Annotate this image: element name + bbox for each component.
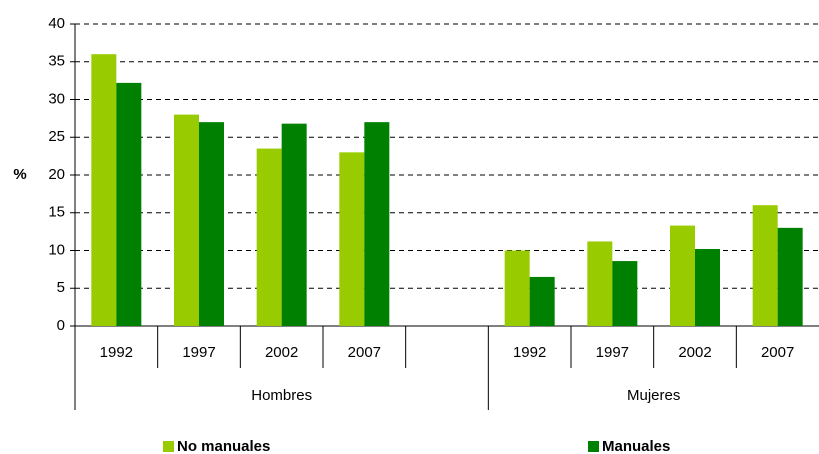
bar [256, 148, 282, 326]
y-tick-label: 0 [57, 317, 65, 334]
group-label: Mujeres [627, 387, 680, 404]
x-tick-label: 2007 [348, 344, 381, 361]
bar [364, 122, 390, 327]
y-axis-label: % [13, 166, 26, 183]
y-tick-label: 35 [48, 53, 65, 70]
bar [199, 122, 224, 327]
bar [612, 261, 638, 326]
y-tick-label: 15 [48, 204, 65, 221]
legend-swatch [163, 441, 174, 452]
x-tick-label: 2007 [761, 344, 794, 361]
y-tick-label: 25 [48, 128, 65, 145]
bar [695, 248, 720, 326]
x-tick-label: 1992 [100, 344, 133, 361]
bar [174, 114, 199, 326]
legend-label: Manuales [602, 438, 670, 454]
legend-label: No manuales [177, 438, 270, 454]
bar [587, 241, 613, 326]
bar [777, 227, 803, 326]
x-tick-label: 2002 [265, 344, 298, 361]
bar [504, 250, 530, 326]
bar [91, 54, 117, 326]
y-tick-label: 10 [48, 241, 65, 258]
x-tick-label: 1997 [596, 344, 629, 361]
x-tick-label: 1992 [513, 344, 546, 361]
y-tick-label: 5 [57, 279, 65, 296]
bar [752, 205, 778, 326]
bar [339, 152, 365, 326]
bar [116, 82, 142, 326]
bar [529, 276, 555, 326]
group-label: Hombres [251, 387, 312, 404]
legend-swatch [588, 441, 599, 452]
bar [281, 123, 307, 326]
y-tick-label: 40 [48, 15, 65, 32]
y-tick-label: 20 [48, 166, 65, 183]
x-tick-label: 2002 [678, 344, 711, 361]
bar [670, 225, 695, 326]
y-tick-label: 30 [48, 90, 65, 107]
x-tick-label: 1997 [182, 344, 215, 361]
